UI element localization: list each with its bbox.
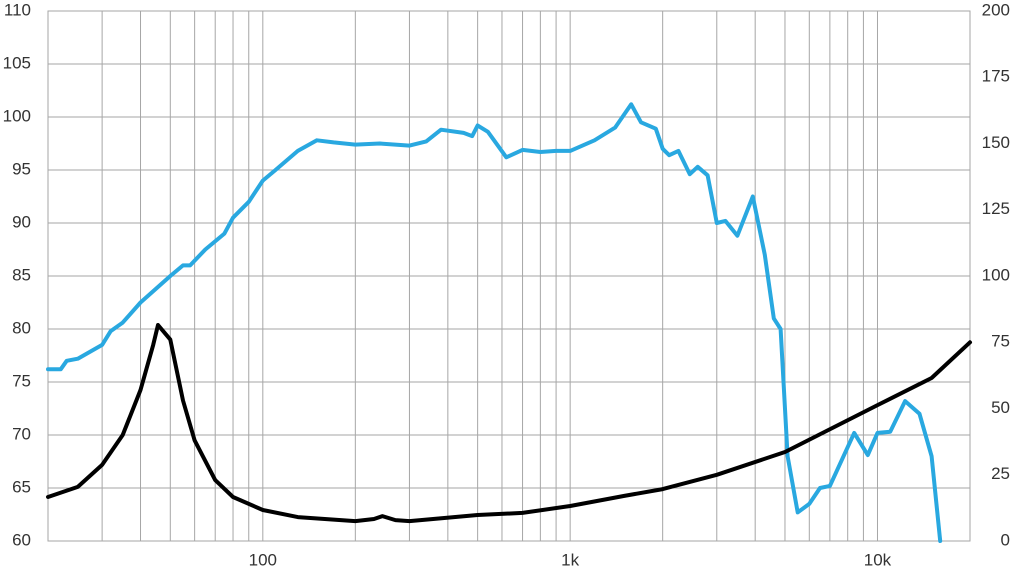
plot-frame bbox=[47, 10, 971, 542]
y-tick-label: 110 bbox=[4, 0, 31, 19]
y2-tick-label: 75 bbox=[991, 332, 1010, 351]
y2-tick-label: 200 bbox=[982, 0, 1010, 19]
y-tick-label: 105 bbox=[3, 53, 31, 72]
y2-tick-label: 175 bbox=[982, 67, 1010, 86]
y2-tick-label: 0 bbox=[1001, 530, 1010, 549]
y-tick-label: 85 bbox=[12, 265, 31, 284]
y-tick-label: 95 bbox=[12, 159, 31, 178]
y-tick-label: 80 bbox=[12, 318, 31, 337]
x-tick-label: 100 bbox=[249, 550, 277, 569]
y-tick-label: 90 bbox=[12, 212, 31, 231]
y-tick-label: 65 bbox=[12, 477, 31, 496]
x-tick-label: 1k bbox=[561, 550, 579, 569]
x-tick-label: 10k bbox=[864, 550, 892, 569]
y-tick-label: 60 bbox=[12, 530, 31, 549]
y2-tick-label: 50 bbox=[991, 398, 1010, 417]
y-tick-label: 70 bbox=[12, 424, 31, 443]
y2-tick-label: 100 bbox=[982, 265, 1010, 284]
y2-tick-label: 125 bbox=[982, 199, 1010, 218]
y2-tick-label: 150 bbox=[982, 133, 1010, 152]
series-line bbox=[46, 102, 943, 543]
y2-tick-label: 25 bbox=[991, 464, 1010, 483]
y-tick-label: 100 bbox=[3, 106, 31, 125]
y-tick-label: 75 bbox=[12, 371, 31, 390]
series-line bbox=[46, 323, 972, 524]
